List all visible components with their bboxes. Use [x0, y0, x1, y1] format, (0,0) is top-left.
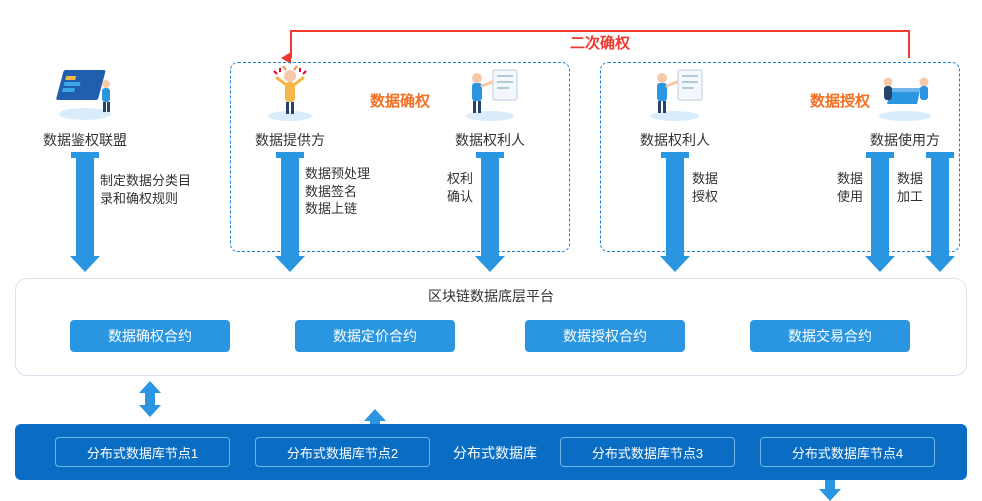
- rights-1-annotation: 权利 确认: [447, 170, 473, 205]
- group-authorize-title: 数据授权: [800, 90, 880, 111]
- alliance-icon: [50, 62, 120, 122]
- db-node-4: 分布式数据库节点4: [760, 437, 935, 467]
- dblarrow-1: [143, 385, 157, 413]
- arrow-rights-1: [481, 158, 499, 258]
- secondary-confirm-line-right: [908, 30, 910, 58]
- provider-label: 数据提供方: [245, 130, 335, 150]
- db-node-1: 分布式数据库节点1: [55, 437, 230, 467]
- contract-4-label: 数据交易合约: [788, 326, 872, 346]
- db-node-2: 分布式数据库节点2: [255, 437, 430, 467]
- db-node-1-label: 分布式数据库节点1: [87, 443, 198, 462]
- alliance-label: 数据鉴权联盟: [35, 130, 135, 150]
- db-node-3-label: 分布式数据库节点3: [592, 443, 703, 462]
- db-node-3: 分布式数据库节点3: [560, 437, 735, 467]
- rights-holder-2-label: 数据权利人: [630, 130, 720, 150]
- contract-4: 数据交易合约: [750, 320, 910, 352]
- arrow-user-right: [931, 158, 949, 258]
- alliance-annotation: 制定数据分类目 录和确权规则: [100, 172, 191, 207]
- rights-holder-1-label: 数据权利人: [445, 130, 535, 150]
- rights-holder-2-icon: [640, 62, 710, 122]
- contract-3-label: 数据授权合约: [563, 326, 647, 346]
- contract-2-label: 数据定价合约: [333, 326, 417, 346]
- db-title: 分布式数据库: [440, 443, 550, 463]
- rights-2-annotation: 数据 授权: [692, 170, 718, 205]
- contract-3: 数据授权合约: [525, 320, 685, 352]
- db-node-4-label: 分布式数据库节点4: [792, 443, 903, 462]
- user-annotation-right: 数据 加工: [897, 170, 923, 205]
- arrow-alliance: [76, 158, 94, 258]
- contract-1-label: 数据确权合约: [108, 326, 192, 346]
- arrow-rights-2: [666, 158, 684, 258]
- secondary-confirm-title: 二次确权: [560, 32, 640, 53]
- contract-2: 数据定价合约: [295, 320, 455, 352]
- user-annotation-left: 数据 使用: [837, 170, 863, 205]
- rights-holder-1-icon: [455, 62, 525, 122]
- db-node-2-label: 分布式数据库节点2: [287, 443, 398, 462]
- contract-1: 数据确权合约: [70, 320, 230, 352]
- data-user-icon: [870, 62, 940, 122]
- provider-annotation: 数据预处理 数据签名 数据上链: [305, 165, 370, 218]
- data-user-label: 数据使用方: [860, 130, 950, 150]
- provider-icon: [255, 62, 325, 122]
- group-confirm-title: 数据确权: [360, 90, 440, 111]
- arrow-user-left: [871, 158, 889, 258]
- platform-title: 区块链数据底层平台: [15, 286, 967, 306]
- arrow-provider: [281, 158, 299, 258]
